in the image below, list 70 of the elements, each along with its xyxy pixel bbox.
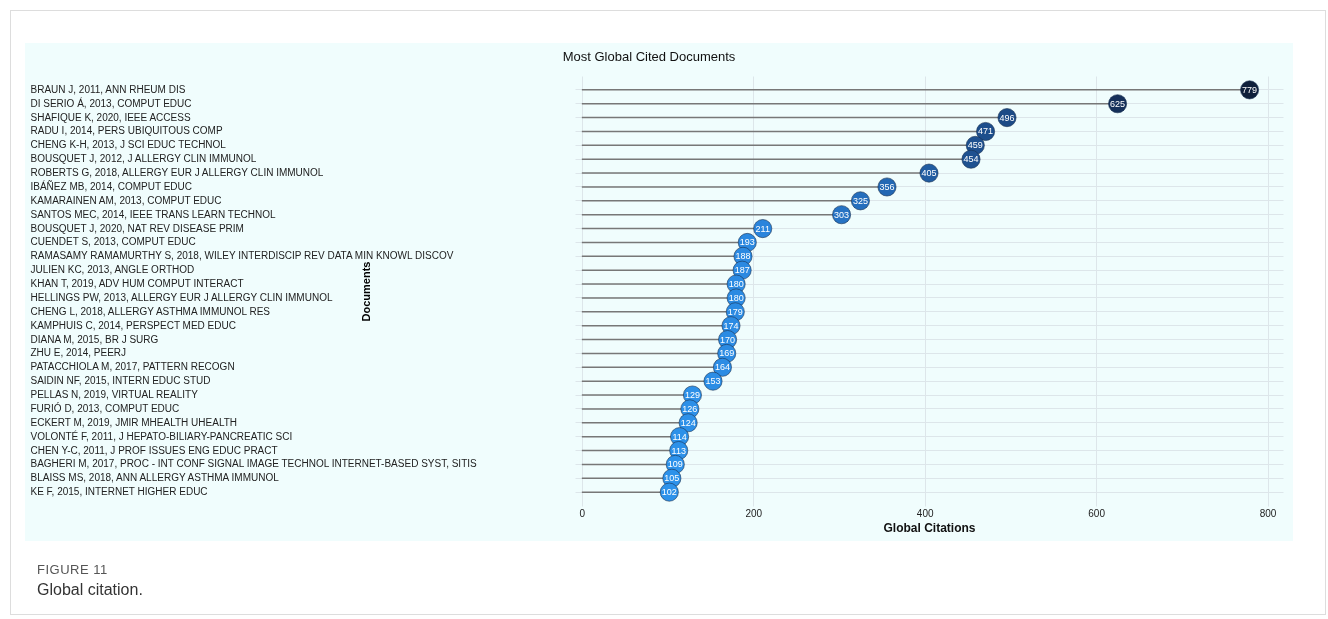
data-label: 180 [728,279,744,290]
y-tick-label: RAMASAMY RAMAMURTHY S, 2018, WILEY INTERDISCIP REV DATA MIN KNOWL DISCOV [30,250,454,262]
x-tick-label: 400 [916,507,934,519]
y-tick-label: RADU I, 2014, PERS UBIQUITOUS COMP [30,125,223,137]
y-tick-label: PELLAS N, 2019, VIRTUAL REALITY [30,389,199,401]
data-label: 102 [661,487,677,498]
y-tick-label: VOLONTÉ F, 2011, J HEPATO-BILIARY-PANCREATIC SCI [30,429,293,442]
y-tick-label: BRAUN J, 2011, ANN RHEUM DIS [30,83,186,95]
text: Global citation. [37,581,143,599]
y-tick-label: BOUSQUET J, 2012, J ALLERGY CLIN IMMUNOL [30,153,257,165]
x-tick-label: 0 [579,507,586,519]
y-tick-label: ECKERT M, 2019, JMIR MHEALTH UHEALTH [30,416,238,428]
y-tick-label: KAMPHUIS C, 2014, PERSPECT MED EDUC [30,319,236,331]
y-tick-label: BLAISS MS, 2018, ANN ALLERGY ASTHMA IMMUNOL [30,472,280,484]
y-tick-label: CHENG L, 2018, ALLERGY ASTHMA IMMUNOL RES [30,305,271,317]
y-tick-label: BAGHERI M, 2017, PROC - INT CONF SIGNAL IMAGE TECHNOL INTERNET-BASED SYST, SITIS [30,458,478,470]
data-label: 169 [719,348,735,359]
data-label: 356 [879,181,895,192]
y-axis-title: Documents [359,261,372,322]
data-label: 180 [728,292,744,303]
y-tick-label: DIANA M, 2015, BR J SURG [30,333,159,345]
y-tick-label: BOUSQUET J, 2020, NAT REV DISEASE PRIM [30,222,244,234]
data-label: 454 [963,154,979,165]
y-tick-label: JULIEN KC, 2013, ANGLE ORTHOD [30,264,195,276]
y-tick-label: KHAN T, 2019, ADV HUM COMPUT INTERACT [30,278,244,290]
caption: FIGURE 11 [37,562,108,577]
chart-title: Most Global Cited Documents [562,49,736,64]
data-label: 113 [671,445,686,456]
data-label: 303 [834,209,850,220]
y-tick-label: DI SERIO Á, 2013, COMPUT EDUC [30,96,192,109]
data-label: 164 [714,362,730,373]
y-tick-label: KAMARAINEN AM, 2013, COMPUT EDUC [30,194,222,206]
y-tick-label: ROBERTS G, 2018, ALLERGY EUR J ALLERGY CLIN IMMUNOL [30,167,324,179]
x-tick-label: 800 [1259,507,1277,519]
data-label: 496 [999,112,1015,123]
y-tick-label: SHAFIQUE K, 2020, IEEE ACCESS [30,111,191,123]
data-label: 187 [734,265,750,276]
data-label: 325 [852,195,868,206]
data-label: 188 [735,251,751,262]
y-tick-label: SAIDIN NF, 2015, INTERN EDUC STUD [30,375,211,387]
data-label: 109 [667,459,683,470]
data-label: 779 [1242,84,1258,95]
data-label: 124 [680,417,696,428]
y-tick-label: IBÁÑEZ MB, 2014, COMPUT EDUC [30,179,193,192]
y-tick-label: KE F, 2015, INTERNET HIGHER EDUC [30,486,208,498]
y-tick-label: PATACCHIOLA M, 2017, PATTERN RECOGN [30,361,235,373]
y-tick-label: CUENDET S, 2013, COMPUT EDUC [30,236,196,248]
data-label: 126 [682,403,698,414]
y-tick-label: CHENG K-H, 2013, J SCI EDUC TECHNOL [30,139,227,151]
data-label: 405 [921,168,937,179]
y-tick-label: CHEN Y-C, 2011, J PROF ISSUES ENG EDUC PRACT [30,444,278,456]
data-label: 193 [739,237,755,248]
data-label: 211 [755,223,770,234]
data-label: 170 [720,334,736,345]
data-label: 625 [1110,98,1126,109]
data-label: 179 [727,306,743,317]
data-label: 174 [723,320,739,331]
y-tick-label: SANTOS MEC, 2014, IEEE TRANS LEARN TECHNOL [30,208,277,220]
data-label: 153 [705,376,721,387]
y-tick-label: ZHU E, 2014, PEERJ [30,347,127,359]
data-label: 114 [672,431,687,442]
x-axis-title: Global Citations [883,520,976,535]
data-label: 471 [978,126,994,137]
y-tick-label: HELLINGS PW, 2013, ALLERGY EUR J ALLERGY CLIN IMMUNOL [30,291,333,303]
data-label: 105 [664,473,680,484]
data-label: 129 [684,390,700,401]
x-tick-label: 600 [1088,507,1106,519]
data-label: 459 [967,140,983,151]
x-tick-label: 200 [745,507,763,519]
y-tick-label: FURIÓ D, 2013, COMPUT EDUC [30,401,180,414]
